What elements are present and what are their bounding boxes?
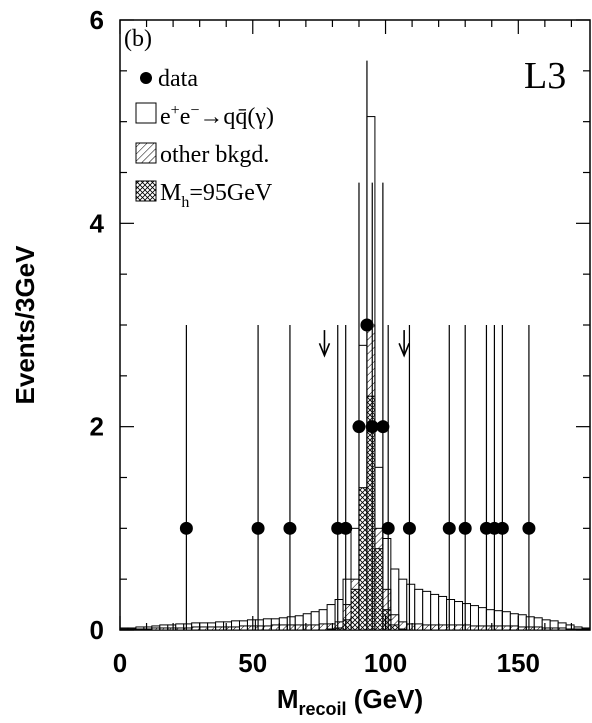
other-bkgd-bin — [477, 625, 487, 631]
data-point — [442, 521, 456, 535]
x-tick-label: 100 — [364, 648, 407, 678]
data-point — [179, 521, 193, 535]
other-bkgd-bin — [517, 626, 527, 631]
other-bkgd-bin — [565, 628, 575, 631]
x-tick-label: 150 — [497, 648, 540, 678]
signal-bin — [398, 628, 408, 631]
other-bkgd-bin — [278, 624, 288, 631]
signal-bin — [334, 627, 344, 631]
data-point — [376, 420, 390, 434]
x-tick-label: 50 — [238, 648, 267, 678]
other-bkgd-bin — [302, 624, 312, 631]
y-tick-label: 6 — [90, 5, 104, 35]
other-bkgd-bin — [430, 624, 440, 631]
data-points-layer — [179, 60, 536, 630]
other-bkgd-bin — [310, 624, 320, 631]
other-bkgd-bin — [262, 625, 272, 631]
qq-bin — [422, 590, 432, 631]
other-bkgd-bin — [151, 627, 161, 631]
other-bkgd-bin — [231, 626, 240, 631]
other-bkgd-bin — [183, 627, 193, 631]
other-bkgd-bin — [493, 625, 503, 631]
other-bkgd-bin — [135, 628, 145, 631]
other-bkgd-bin — [199, 626, 209, 631]
axis-ticks: 0 50 100 150 0 2 4 6 — [90, 5, 590, 678]
data-point — [402, 521, 416, 535]
data-point — [352, 420, 366, 434]
other-bkgd-bin — [470, 625, 479, 631]
histogram-layer — [119, 116, 591, 631]
other-bkgd-bin — [223, 626, 233, 631]
experiment-label: L3 — [524, 55, 566, 97]
data-point — [251, 521, 265, 535]
signal-bin — [342, 619, 352, 631]
cut-arrow-head — [398, 342, 410, 358]
y-tick-label: 0 — [90, 615, 104, 645]
other-bkgd-bin — [159, 627, 169, 631]
x-axis-title: Mrecoil (GeV) — [277, 684, 423, 719]
other-bkgd-bin — [238, 625, 248, 631]
other-bkgd-bin — [541, 627, 551, 631]
other-bkgd-bin — [143, 628, 153, 631]
y-tick-label: 4 — [90, 208, 105, 238]
other-bkgd-bin — [462, 624, 472, 631]
legend-qq-swatch — [135, 102, 157, 124]
data-point — [339, 521, 353, 535]
cut-arrow-head — [318, 342, 331, 358]
other-bkgd-bin — [438, 624, 448, 631]
legend: data e+e−→qq̄(γ) other bkgd. Mh=95GeV — [135, 66, 274, 211]
other-bkgd-bin — [318, 623, 328, 631]
other-bkgd-bin — [414, 623, 424, 631]
y-axis-title: Events/3GeV — [10, 245, 40, 405]
other-bkgd-bin — [246, 625, 256, 631]
cut-arrows — [318, 330, 410, 358]
other-bkgd-bin — [270, 624, 280, 631]
data-point — [458, 521, 472, 535]
data-point — [495, 521, 509, 535]
legend-qq-label: e+e−→qq̄(γ) — [160, 102, 274, 130]
other-bkgd-bin — [454, 624, 464, 631]
qq-bin — [406, 583, 416, 631]
other-bkgd-bin — [254, 625, 264, 631]
data-point — [283, 521, 297, 535]
other-bkgd-bin — [485, 625, 495, 631]
legend-data-marker — [140, 72, 152, 84]
legend-other-swatch — [135, 142, 157, 164]
legend-data-label: data — [158, 66, 198, 92]
panel-label: (b) — [124, 26, 152, 52]
other-bkgd-bin — [175, 627, 185, 631]
data-point — [522, 521, 536, 535]
data-point — [360, 318, 374, 332]
other-bkgd-bin — [207, 626, 217, 631]
signal-bin — [374, 548, 384, 631]
data-point — [365, 420, 379, 434]
legend-other-label: other bkgd. — [160, 142, 269, 168]
other-bkgd-bin — [294, 624, 304, 631]
legend-signal-swatch — [135, 180, 157, 202]
data-point — [381, 521, 395, 535]
other-bkgd-bin — [167, 627, 177, 631]
x-tick-label: 0 — [113, 648, 127, 678]
other-bkgd-bin — [533, 626, 543, 631]
other-bkgd-bin — [501, 625, 511, 631]
signal-bin — [382, 609, 392, 631]
other-bkgd-bin — [557, 627, 567, 631]
signal-bin — [326, 628, 336, 631]
other-bkgd-bin — [191, 626, 201, 631]
other-bkgd-bin — [422, 624, 432, 631]
signal-bin — [350, 588, 360, 631]
other-bkgd-bin — [509, 625, 519, 631]
other-bkgd-bin — [549, 627, 559, 631]
other-bkgd-bin — [446, 624, 456, 631]
other-bkgd-bin — [215, 626, 225, 631]
legend-signal-label: Mh=95GeV — [160, 180, 273, 211]
signal-bin — [358, 487, 368, 631]
other-bkgd-bin — [286, 624, 296, 631]
other-bkgd-bin — [525, 626, 535, 631]
y-tick-label: 2 — [90, 412, 104, 442]
other-bkgd-bin — [406, 623, 416, 631]
signal-bin — [390, 624, 400, 631]
